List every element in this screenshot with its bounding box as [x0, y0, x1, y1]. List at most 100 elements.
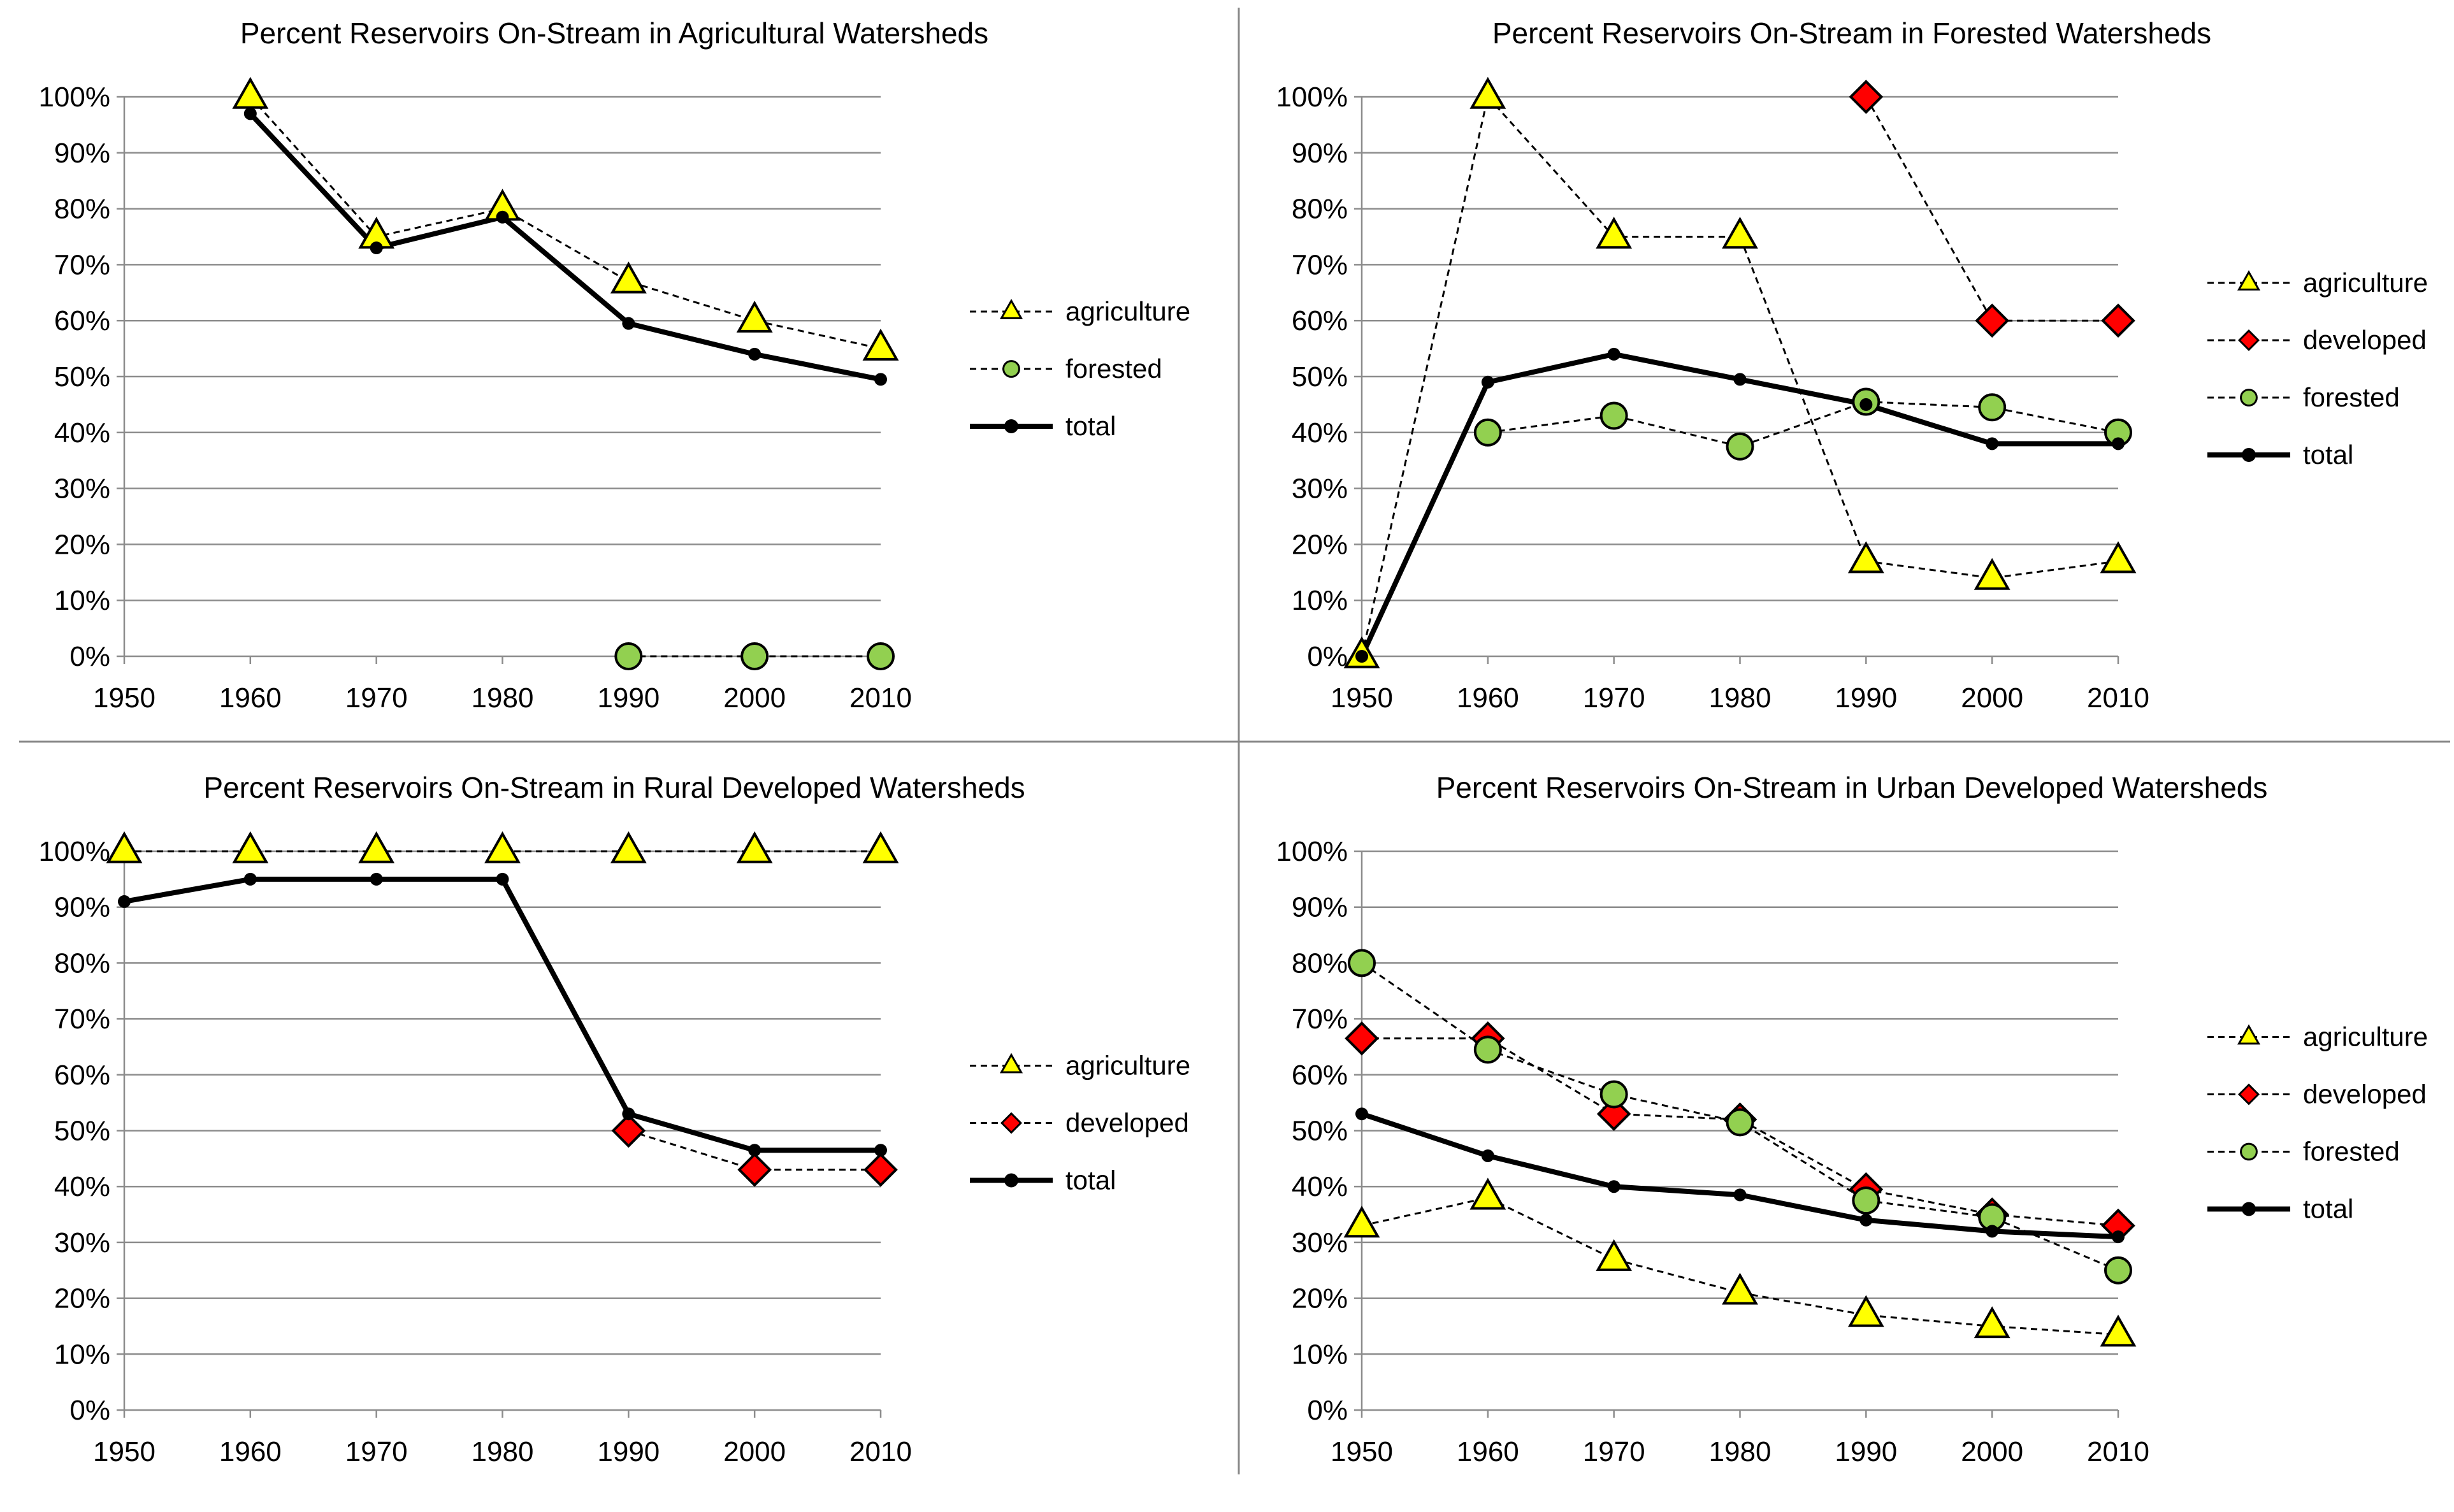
chart-title: Percent Reservoirs On-Stream in Rural De…: [203, 771, 1025, 804]
x-tick-label: 2010: [2087, 682, 2149, 714]
data-point-total: [622, 317, 635, 330]
legend-label-total: total: [2303, 440, 2353, 470]
y-tick-label: 100%: [1276, 82, 1348, 113]
y-tick-label: 50%: [54, 1116, 110, 1147]
data-point-total: [496, 210, 509, 224]
data-point-forested: [867, 642, 895, 670]
data-point-agriculture: [736, 831, 773, 863]
x-tick-label: 2000: [1961, 682, 2023, 714]
y-tick-label: 70%: [54, 1004, 110, 1035]
y-tick-label: 60%: [1292, 305, 1348, 336]
y-tick-label: 30%: [1292, 1227, 1348, 1258]
data-point-forested: [1978, 393, 2007, 422]
legend-marker-developed: [1000, 1112, 1023, 1134]
y-tick-label: 70%: [54, 249, 110, 280]
data-point-total: [370, 241, 383, 255]
data-point-forested: [2104, 1256, 2132, 1285]
legend-marker-agriculture: [2237, 1024, 2261, 1045]
data-point-agriculture: [862, 831, 899, 863]
data-point-developed: [1975, 303, 2009, 338]
chart-urban-developed: Percent Reservoirs On-Stream in Urban De…: [1276, 771, 2428, 1467]
legend-label-developed: developed: [1065, 1108, 1189, 1138]
data-point-agriculture: [1722, 1272, 1758, 1305]
data-point-agriculture: [1343, 1206, 1380, 1238]
y-tick-label: 40%: [1292, 1171, 1348, 1202]
series-line-total: [1359, 351, 2118, 658]
legend-label-developed: developed: [2303, 325, 2427, 355]
x-tick-label: 1950: [93, 682, 155, 714]
data-point-agriculture: [2100, 1314, 2137, 1347]
data-point-forested: [1726, 432, 1754, 461]
x-tick-label: 1950: [93, 1436, 155, 1467]
data-point-total: [1355, 650, 1368, 663]
legend-label-forested: forested: [1065, 354, 1162, 384]
data-point-forested: [1348, 949, 1376, 977]
data-point-forested: [1599, 401, 1628, 430]
x-tick-label: 1970: [1583, 1436, 1645, 1467]
data-point-total: [1986, 437, 1999, 450]
y-tick-label: 0%: [69, 641, 110, 672]
y-tick-label: 30%: [54, 473, 110, 505]
x-tick-label: 1980: [472, 1436, 534, 1467]
data-point-total: [1859, 1213, 1873, 1227]
legend-marker-forested: [2240, 1142, 2258, 1161]
x-tick-label: 2000: [723, 682, 786, 714]
x-tick-label: 2000: [1961, 1436, 2023, 1467]
legend-label-total: total: [1065, 411, 1116, 441]
series-line-agriculture: [249, 96, 881, 350]
data-point-forested: [1599, 1080, 1628, 1109]
data-point-agriculture: [232, 831, 269, 863]
data-point-agriculture: [1469, 76, 1506, 109]
y-tick-label: 90%: [1292, 892, 1348, 923]
data-point-total: [748, 347, 761, 361]
legend-marker-total: [1004, 1173, 1018, 1188]
y-tick-label: 10%: [1292, 585, 1348, 616]
y-tick-label: 90%: [1292, 138, 1348, 169]
data-point-forested: [614, 642, 643, 670]
legend-marker-total: [2242, 1202, 2256, 1216]
y-tick-label: 60%: [1292, 1060, 1348, 1091]
y-tick-label: 100%: [1276, 836, 1348, 867]
y-tick-label: 20%: [1292, 529, 1348, 560]
y-tick-label: 100%: [38, 82, 110, 113]
data-point-developed: [737, 1153, 772, 1187]
data-point-developed: [863, 1153, 898, 1187]
y-tick-label: 20%: [54, 1283, 110, 1314]
legend-marker-total: [2242, 448, 2256, 462]
data-point-developed: [2101, 303, 2135, 338]
legend-label-developed: developed: [2303, 1079, 2427, 1109]
y-tick-label: 40%: [1292, 417, 1348, 449]
data-point-agriculture: [484, 831, 521, 863]
data-point-total: [622, 1107, 635, 1121]
y-tick-label: 40%: [54, 417, 110, 449]
x-tick-label: 1960: [1457, 1436, 1519, 1467]
data-point-agriculture: [1469, 1177, 1506, 1210]
y-tick-label: 10%: [54, 1339, 110, 1370]
data-point-agriculture: [1974, 558, 2010, 590]
x-tick-label: 1950: [1331, 1436, 1393, 1467]
legend-marker-developed: [2237, 329, 2260, 352]
x-tick-label: 1970: [1583, 682, 1645, 714]
x-tick-label: 2010: [849, 682, 912, 714]
data-point-total: [1733, 373, 1747, 386]
data-point-total: [1607, 347, 1620, 361]
y-tick-label: 80%: [54, 947, 110, 979]
x-tick-label: 1990: [597, 682, 660, 714]
y-tick-label: 70%: [1292, 1004, 1348, 1035]
data-point-forested: [740, 642, 769, 670]
data-point-agriculture: [1722, 217, 1758, 249]
chart-title: Percent Reservoirs On-Stream in Urban De…: [1436, 771, 2268, 804]
chart-rural-developed: Percent Reservoirs On-Stream in Rural De…: [38, 771, 1190, 1467]
legend-label-forested: forested: [2303, 1137, 2400, 1167]
y-tick-label: 60%: [54, 305, 110, 336]
x-tick-label: 1960: [1457, 682, 1519, 714]
data-point-agriculture: [610, 831, 647, 863]
data-point-total: [1859, 398, 1873, 411]
legend-marker-developed: [2237, 1083, 2260, 1105]
y-tick-label: 80%: [1292, 194, 1348, 225]
legend-label-forested: forested: [2303, 382, 2400, 412]
data-point-agriculture: [1596, 1239, 1633, 1271]
y-tick-label: 30%: [54, 1227, 110, 1258]
data-point-total: [243, 107, 257, 120]
